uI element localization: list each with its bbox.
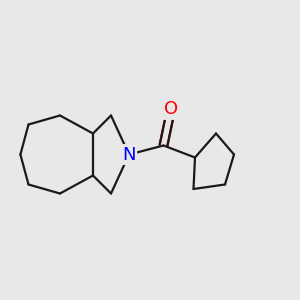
- Text: O: O: [164, 100, 178, 118]
- Text: N: N: [122, 146, 136, 164]
